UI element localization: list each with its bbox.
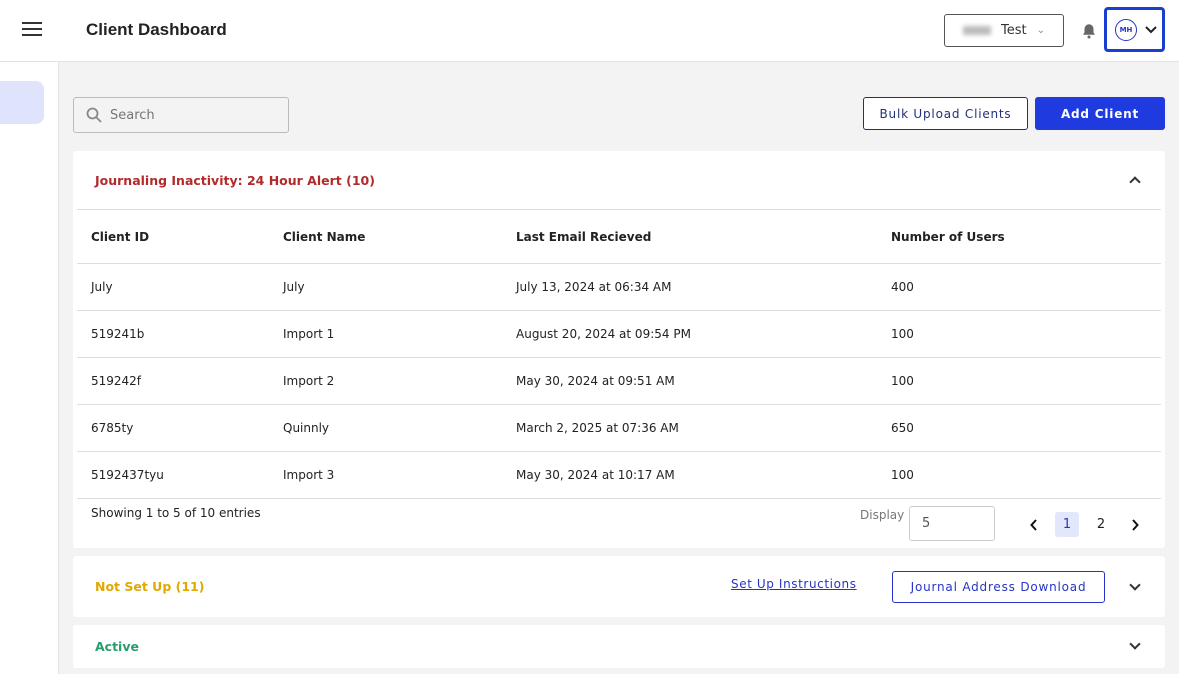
- panel-title[interactable]: Not Set Up (11): [95, 579, 205, 594]
- sidebar-item-active[interactable]: [0, 81, 44, 124]
- tenant-label: Test: [1001, 23, 1027, 38]
- hamburger-menu-icon[interactable]: [22, 22, 42, 38]
- inactivity-panel: Journaling Inactivity: 24 Hour Alert (10…: [73, 151, 1165, 548]
- panel-title[interactable]: Active: [95, 639, 139, 654]
- search-icon: [86, 107, 102, 123]
- active-panel: Active: [73, 625, 1165, 668]
- prev-page-icon[interactable]: [1022, 512, 1046, 537]
- table-cell: 100: [877, 310, 1161, 358]
- column-header: Client Name: [269, 209, 502, 264]
- table-row[interactable]: 519241b Import 1 August 20, 2024 at 09:54 …: [77, 310, 1161, 358]
- table-row[interactable]: 6785ty Quinnly March 2, 2025 at 07:36 AM 65…: [77, 404, 1161, 452]
- redacted-text: [963, 26, 991, 35]
- table-cell: July: [269, 263, 502, 311]
- avatar: MH: [1115, 18, 1137, 41]
- user-menu-button[interactable]: MH: [1104, 7, 1165, 52]
- table-cell: 519242f: [77, 357, 269, 405]
- page-2-button[interactable]: 2: [1096, 517, 1106, 532]
- search-input[interactable]: [110, 107, 270, 123]
- table-cell: 5192437tyu: [77, 451, 269, 499]
- chevron-down-icon[interactable]: [1129, 638, 1141, 650]
- column-header: Last Email Recieved: [502, 209, 877, 264]
- search-box[interactable]: [73, 97, 289, 133]
- bell-icon[interactable]: [1080, 22, 1098, 40]
- add-client-button[interactable]: Add Client: [1035, 97, 1165, 130]
- page-1-button[interactable]: 1: [1055, 512, 1079, 537]
- table-cell: 519241b: [77, 310, 269, 358]
- set-up-instructions-link[interactable]: Set Up Instructions: [731, 577, 857, 591]
- table-cell: Import 1: [269, 310, 502, 358]
- bulk-upload-clients-button[interactable]: Bulk Upload Clients: [863, 97, 1028, 130]
- panel-title[interactable]: Journaling Inactivity: 24 Hour Alert (10…: [95, 173, 375, 188]
- column-header: Client ID: [77, 209, 269, 264]
- top-bar: Client Dashboard Test ⌄ MH: [0, 0, 1179, 62]
- entries-info: Showing 1 to 5 of 10 entries: [91, 506, 261, 520]
- not-set-up-panel: Not Set Up (11) Set Up Instructions Jour…: [73, 556, 1165, 617]
- table-cell: 100: [877, 451, 1161, 499]
- table-row[interactable]: 5192437tyu Import 3 May 30, 2024 at 10:17 …: [77, 451, 1161, 499]
- table-row[interactable]: 519242f Import 2 May 30, 2024 at 09:51 AM 1…: [77, 357, 1161, 405]
- table-cell: 400: [877, 263, 1161, 311]
- column-header: Number of Users: [877, 209, 1161, 264]
- journal-address-download-button[interactable]: Journal Address Download: [892, 571, 1105, 603]
- page-title: Client Dashboard: [86, 20, 227, 39]
- next-page-icon[interactable]: [1123, 512, 1147, 537]
- display-count-input[interactable]: [909, 506, 995, 541]
- clients-table: Client ID Client Name Last Email Recieve…: [77, 209, 1161, 499]
- chevron-down-icon: ⌄: [1036, 25, 1045, 36]
- tenant-selector[interactable]: Test ⌄: [944, 14, 1064, 47]
- table-cell: Import 3: [269, 451, 502, 499]
- table-cell: 100: [877, 357, 1161, 405]
- chevron-down-icon: [1145, 25, 1157, 33]
- table-cell: Import 2: [269, 357, 502, 405]
- table-cell: 650: [877, 404, 1161, 452]
- table-cell: Quinnly: [269, 404, 502, 452]
- table-cell: July 13, 2024 at 06:34 AM: [502, 263, 877, 311]
- table-cell: August 20, 2024 at 09:54 PM: [502, 310, 877, 358]
- table-row[interactable]: July July July 13, 2024 at 06:34 AM 400: [77, 263, 1161, 311]
- chevron-up-icon[interactable]: [1129, 176, 1141, 188]
- chevron-down-icon[interactable]: [1129, 579, 1141, 591]
- table-cell: May 30, 2024 at 09:51 AM: [502, 357, 877, 405]
- table-cell: May 30, 2024 at 10:17 AM: [502, 451, 877, 499]
- sidebar: [0, 62, 59, 674]
- table-cell: 6785ty: [77, 404, 269, 452]
- display-label: Display: [860, 508, 905, 522]
- table-cell: July: [77, 263, 269, 311]
- table-cell: March 2, 2025 at 07:36 AM: [502, 404, 877, 452]
